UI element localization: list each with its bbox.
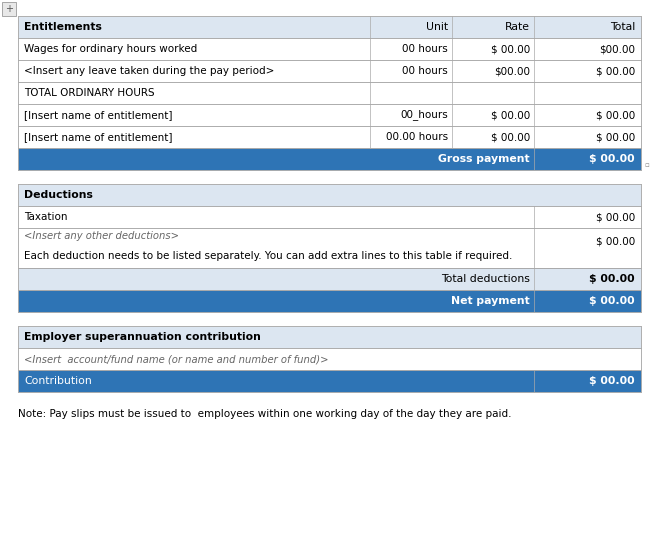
- Text: Each deduction needs to be listed separately. You can add extra lines to this ta: Each deduction needs to be listed separa…: [24, 251, 512, 261]
- Text: 00_hours: 00_hours: [400, 109, 448, 121]
- Text: 00.00 hours: 00.00 hours: [386, 132, 448, 142]
- Bar: [2, 2, 16, 16]
- Text: TOTAL ORDINARY HOURS: TOTAL ORDINARY HOURS: [24, 88, 155, 98]
- Text: Taxation: Taxation: [24, 212, 68, 222]
- Text: $ 00.00: $ 00.00: [596, 237, 635, 247]
- Text: <Insert any other deductions>: <Insert any other deductions>: [24, 231, 179, 241]
- Text: $00.00: $00.00: [599, 44, 635, 54]
- Text: $ 00.00: $ 00.00: [491, 44, 530, 54]
- Bar: [18, 148, 641, 170]
- Text: +: +: [5, 4, 13, 14]
- Bar: [18, 348, 641, 370]
- Text: Employer superannuation contribution: Employer superannuation contribution: [24, 332, 261, 342]
- Text: [Insert name of entitlement]: [Insert name of entitlement]: [24, 132, 173, 142]
- Bar: [18, 104, 641, 126]
- Bar: [18, 38, 641, 60]
- Bar: [18, 60, 641, 82]
- Text: Net payment: Net payment: [451, 296, 530, 306]
- Text: Total deductions: Total deductions: [441, 274, 530, 284]
- Text: $ 00.00: $ 00.00: [596, 110, 635, 120]
- Text: $ 00.00: $ 00.00: [589, 154, 635, 164]
- Text: $00.00: $00.00: [494, 66, 530, 76]
- Bar: [18, 370, 641, 392]
- Text: Note: Pay slips must be issued to  employees within one working day of the day t: Note: Pay slips must be issued to employ…: [18, 409, 512, 419]
- Text: Unit: Unit: [426, 22, 448, 32]
- Bar: [18, 82, 641, 104]
- Text: $ 00.00: $ 00.00: [596, 132, 635, 142]
- Bar: [18, 126, 641, 148]
- Text: Entitlements: Entitlements: [24, 22, 102, 32]
- Bar: [18, 290, 641, 312]
- Bar: [18, 184, 641, 206]
- Text: $ 00.00: $ 00.00: [589, 376, 635, 386]
- Text: Gross payment: Gross payment: [438, 154, 530, 164]
- Text: Deductions: Deductions: [24, 190, 93, 200]
- Text: Wages for ordinary hours worked: Wages for ordinary hours worked: [24, 44, 197, 54]
- Text: Rate: Rate: [505, 22, 530, 32]
- Text: [Insert name of entitlement]: [Insert name of entitlement]: [24, 110, 173, 120]
- Bar: [18, 326, 641, 348]
- Text: $ 00.00: $ 00.00: [589, 274, 635, 284]
- Bar: [18, 268, 641, 290]
- Text: $ 00.00: $ 00.00: [596, 212, 635, 222]
- Text: <Insert any leave taken during the pay period>: <Insert any leave taken during the pay p…: [24, 66, 274, 76]
- Text: $ 00.00: $ 00.00: [596, 66, 635, 76]
- Text: $ 00.00: $ 00.00: [589, 296, 635, 306]
- Bar: [18, 206, 641, 228]
- Bar: [18, 228, 641, 268]
- Text: <Insert  account/fund name (or name and number of fund)>: <Insert account/fund name (or name and n…: [24, 354, 329, 364]
- Text: ▫: ▫: [644, 162, 649, 168]
- Text: Total: Total: [609, 22, 635, 32]
- Text: $ 00.00: $ 00.00: [491, 110, 530, 120]
- Text: 00 hours: 00 hours: [402, 44, 448, 54]
- Text: $ 00.00: $ 00.00: [491, 132, 530, 142]
- Text: Contribution: Contribution: [24, 376, 92, 386]
- Bar: [18, 16, 641, 38]
- Text: 00 hours: 00 hours: [402, 66, 448, 76]
